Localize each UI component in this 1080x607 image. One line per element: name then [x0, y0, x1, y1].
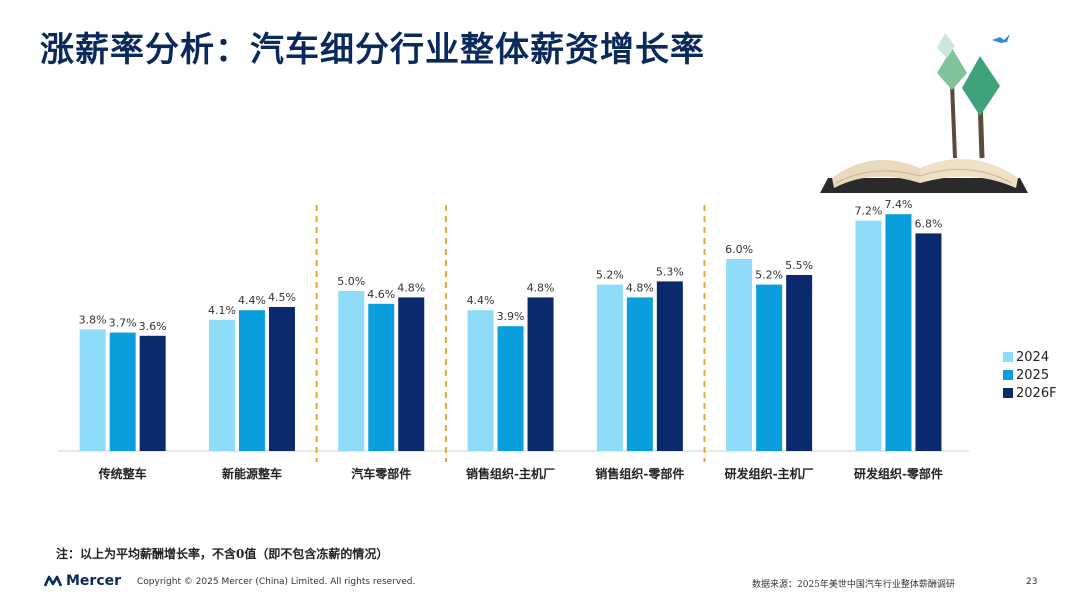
- bar-2026F-5: [786, 275, 813, 451]
- data-label: 3.7%: [109, 317, 137, 330]
- data-label: 5.5%: [785, 259, 813, 272]
- category-label: 传统整车: [98, 466, 147, 481]
- legend-item-2026F: 2026F: [1003, 384, 1057, 402]
- legend-swatch: [1003, 352, 1013, 362]
- data-label: 7.4%: [884, 198, 912, 211]
- footnote: 注：以上为平均薪酬增长率，不含0值（即不包含冻薪的情况）: [56, 547, 389, 561]
- bar-2024-3: [467, 310, 494, 451]
- bar-2024-0: [79, 329, 106, 451]
- category-label: 汽车零部件: [351, 466, 411, 481]
- category-label: 研发组织-零部件: [854, 466, 943, 481]
- page-title: 涨薪率分析：汽车细分行业整体薪资增长率: [40, 30, 705, 70]
- bar-2026F-6: [915, 233, 942, 451]
- data-label: 5.2%: [755, 269, 783, 282]
- legend-item-2025: 2025: [1003, 366, 1057, 384]
- category-label: 销售组织-主机厂: [466, 466, 555, 481]
- bar-2025-4: [626, 297, 653, 451]
- legend-label: 2026F: [1016, 385, 1057, 401]
- legend-label: 2024: [1016, 349, 1050, 365]
- data-label: 7.2%: [854, 205, 882, 218]
- bar-2025-0: [109, 332, 136, 451]
- data-label: 3.9%: [497, 310, 525, 323]
- bar-2024-5: [726, 259, 753, 451]
- category-label: 研发组织-主机厂: [725, 466, 814, 481]
- data-label: 5.2%: [596, 269, 624, 282]
- bar-2026F-1: [268, 307, 295, 451]
- data-label: 5.3%: [656, 265, 684, 278]
- bar-2026F-0: [139, 335, 166, 451]
- brand-name: Mercer: [66, 573, 122, 589]
- bar-2025-1: [238, 310, 265, 451]
- bar-2025-3: [497, 326, 524, 451]
- data-label: 4.6%: [367, 288, 395, 301]
- data-label: 6.8%: [914, 217, 942, 230]
- bar-2024-6: [855, 220, 882, 451]
- legend-swatch: [1003, 388, 1013, 398]
- data-label: 3.6%: [139, 320, 167, 333]
- bar-2025-2: [368, 303, 395, 451]
- data-label: 4.8%: [527, 281, 555, 294]
- bar-2026F-3: [527, 297, 554, 451]
- data-label: 5.0%: [337, 275, 365, 288]
- chart-legend: 2024 2025 2026F: [1003, 348, 1057, 402]
- data-label: 4.4%: [238, 294, 266, 307]
- legend-item-2024: 2024: [1003, 348, 1057, 366]
- mercer-logo: Mercer: [44, 573, 121, 589]
- data-label: 4.4%: [467, 294, 495, 307]
- legend-swatch: [1003, 370, 1013, 380]
- bar-2026F-4: [656, 281, 683, 451]
- page-number: 23: [1026, 577, 1038, 587]
- bar-2024-4: [596, 284, 623, 451]
- copyright-text: Copyright © 2025 Mercer (China) Limited.…: [137, 577, 416, 587]
- data-source-text: 数据来源：2025年美世中国汽车行业整体薪酬调研: [752, 580, 955, 590]
- book-tree-illustration: [820, 33, 1028, 193]
- data-label: 6.0%: [725, 243, 753, 256]
- data-label: 4.8%: [397, 281, 425, 294]
- data-label: 4.1%: [208, 304, 236, 317]
- category-label: 销售组织-零部件: [595, 466, 684, 481]
- category-label: 新能源整车: [222, 466, 282, 481]
- bar-2025-6: [885, 214, 912, 451]
- bar-2026F-2: [398, 297, 425, 451]
- mercer-logo-icon: [44, 575, 62, 587]
- data-label: 4.8%: [626, 281, 654, 294]
- bar-2024-1: [208, 319, 235, 451]
- legend-label: 2025: [1016, 367, 1050, 383]
- data-label: 4.5%: [268, 291, 296, 304]
- data-label: 3.8%: [79, 313, 107, 326]
- bar-2025-5: [756, 284, 783, 451]
- bar-2024-2: [338, 291, 365, 451]
